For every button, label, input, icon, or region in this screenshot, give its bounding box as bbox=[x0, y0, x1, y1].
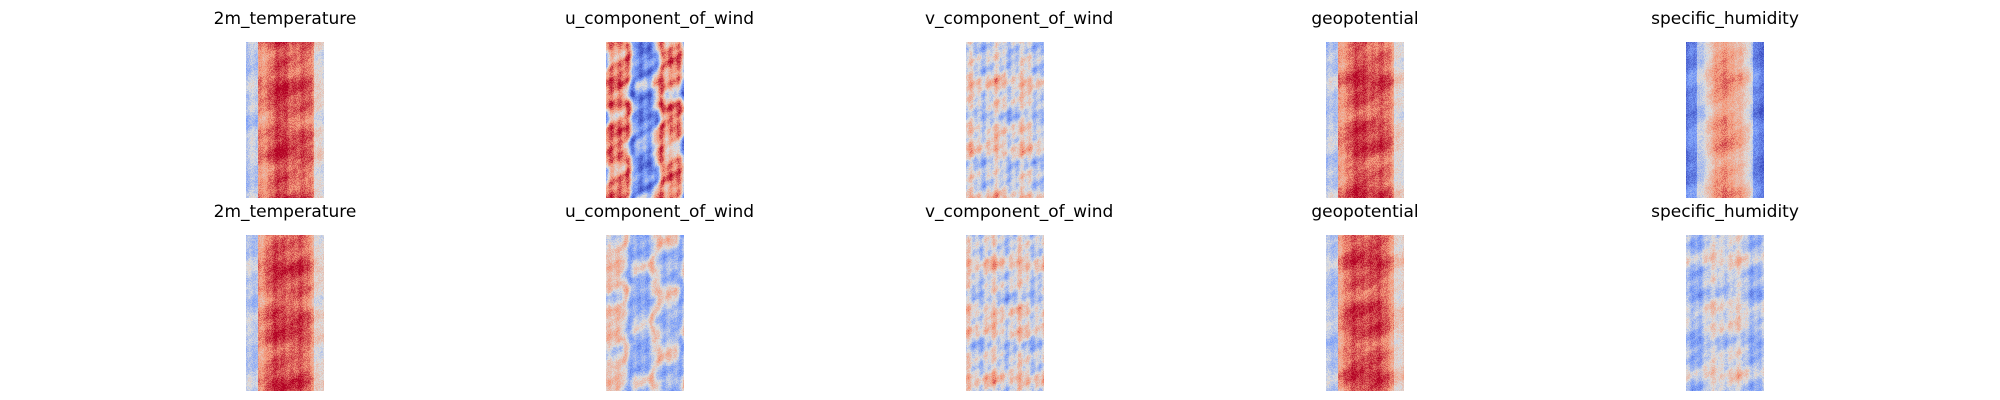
heatmap-panel-8: v_component_of_wind bbox=[925, 201, 1114, 391]
heatmap-title-9: geopotential bbox=[1311, 202, 1419, 222]
heatmap-image-4 bbox=[1326, 42, 1404, 198]
heatmap-panel-7: u_component_of_wind bbox=[565, 201, 755, 391]
heatmap-title-10: specific_humidity bbox=[1651, 202, 1799, 222]
heatmap-image-6 bbox=[246, 235, 324, 391]
heatmap-panel-4: geopotential bbox=[1285, 8, 1445, 198]
heatmap-title-1: 2m_temperature bbox=[213, 9, 357, 29]
heatmap-title-2: u_component_of_wind bbox=[565, 9, 755, 29]
heatmap-image-10 bbox=[1686, 235, 1764, 391]
heatmap-image-2 bbox=[606, 42, 684, 198]
heatmap-image-1 bbox=[246, 42, 324, 198]
heatmap-image-5 bbox=[1686, 42, 1764, 198]
heatmap-image-8 bbox=[966, 235, 1044, 391]
heatmap-panel-6: 2m_temperature bbox=[205, 201, 365, 391]
heatmap-panel-9: geopotential bbox=[1285, 201, 1445, 391]
heatmap-image-7 bbox=[606, 235, 684, 391]
heatmap-panel-3: v_component_of_wind bbox=[925, 8, 1114, 198]
heatmap-title-4: geopotential bbox=[1311, 9, 1419, 29]
heatmap-image-9 bbox=[1326, 235, 1404, 391]
heatmap-title-5: specific_humidity bbox=[1651, 9, 1799, 29]
heatmap-title-6: 2m_temperature bbox=[213, 202, 357, 222]
heatmap-panel-2: u_component_of_wind bbox=[565, 8, 755, 198]
heatmap-title-3: v_component_of_wind bbox=[925, 9, 1114, 29]
heatmap-title-8: v_component_of_wind bbox=[925, 202, 1114, 222]
heatmap-panel-10: specific_humidity bbox=[1645, 201, 1805, 391]
heatmap-panel-5: specific_humidity bbox=[1645, 8, 1805, 198]
heatmap-panel-1: 2m_temperature bbox=[205, 8, 365, 198]
heatmap-title-7: u_component_of_wind bbox=[565, 202, 755, 222]
heatmap-image-3 bbox=[966, 42, 1044, 198]
